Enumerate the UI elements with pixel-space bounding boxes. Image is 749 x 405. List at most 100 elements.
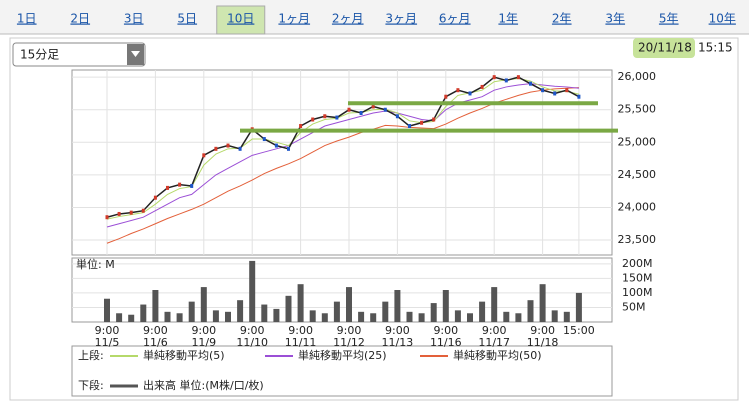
volume-bar bbox=[116, 313, 123, 322]
price-mark bbox=[190, 183, 194, 188]
volume-bar bbox=[285, 295, 292, 322]
price-mark bbox=[383, 107, 387, 112]
legend-label[interactable]: 出来高 単位:(M株/口/枚) bbox=[143, 378, 264, 392]
volume-bar bbox=[297, 284, 304, 322]
price-mark bbox=[105, 215, 109, 220]
volume-bar bbox=[442, 290, 449, 322]
y-tick-label: 26,000 bbox=[618, 70, 657, 83]
y-tick-label: 100M bbox=[622, 286, 653, 299]
tab[interactable]: 5日 bbox=[177, 12, 197, 26]
date: 20/11/18 bbox=[638, 41, 692, 55]
volume-bar bbox=[382, 301, 389, 322]
y-tick-label: 24,000 bbox=[618, 200, 657, 213]
price-mark bbox=[444, 94, 448, 99]
volume-bar bbox=[152, 290, 159, 322]
y-tick-label: 200M bbox=[622, 257, 653, 270]
price-mark bbox=[504, 78, 508, 83]
tab[interactable]: 2ヶ月 bbox=[332, 12, 364, 26]
price-mark bbox=[153, 195, 157, 200]
ma-line bbox=[106, 77, 580, 220]
tab[interactable]: 3日 bbox=[124, 12, 144, 26]
volume-bar bbox=[370, 313, 377, 322]
price-mark bbox=[262, 137, 266, 142]
dropdown-arrow bbox=[131, 51, 140, 57]
price-mark bbox=[178, 182, 182, 187]
tab[interactable]: 2年 bbox=[552, 12, 572, 26]
volume-bar bbox=[358, 311, 365, 322]
active-tab bbox=[216, 5, 266, 35]
tab[interactable]: 3ヶ月 bbox=[385, 12, 417, 26]
tab[interactable]: 1日 bbox=[17, 12, 37, 26]
y-tick-label: 25,000 bbox=[618, 135, 657, 148]
volume-bar bbox=[273, 308, 280, 322]
price-mark bbox=[408, 124, 411, 129]
price-mark bbox=[117, 211, 121, 216]
tab[interactable]: 5年 bbox=[659, 12, 679, 26]
dropdown[interactable] bbox=[12, 42, 146, 67]
dropdown-label[interactable]: 15分足 bbox=[20, 48, 59, 62]
price-mark bbox=[166, 185, 169, 190]
volume-bar bbox=[406, 311, 413, 322]
price-mark bbox=[202, 153, 206, 158]
volume-bar bbox=[212, 310, 219, 322]
volume-bar bbox=[454, 310, 461, 322]
price-mark bbox=[371, 104, 375, 109]
y-tick-label: 25,500 bbox=[618, 103, 657, 116]
price-mark bbox=[311, 117, 315, 122]
x-tick-label: 9:00 bbox=[240, 324, 265, 337]
price-mark bbox=[516, 75, 520, 80]
price-mark bbox=[553, 91, 557, 96]
price-mark bbox=[492, 75, 496, 80]
price-mark bbox=[468, 91, 472, 96]
x-tick-label: 9:00 bbox=[95, 324, 120, 337]
price-mark bbox=[432, 117, 436, 122]
price-mark bbox=[480, 84, 484, 89]
price-mark bbox=[420, 120, 424, 125]
volume-bar bbox=[309, 310, 316, 322]
x-tick-label: 9:00 bbox=[337, 324, 362, 337]
x-date-label: 11/5 bbox=[95, 336, 120, 349]
volume-bar bbox=[551, 310, 558, 322]
tab[interactable]: 1ヶ月 bbox=[278, 12, 310, 26]
volume-plot bbox=[71, 257, 613, 323]
price-mark bbox=[323, 114, 327, 119]
tab-bar bbox=[0, 0, 749, 34]
x-date-label: 11/11 bbox=[285, 336, 317, 349]
y-tick-label: 150M bbox=[622, 271, 653, 284]
x-date-label: 11/13 bbox=[382, 336, 414, 349]
x-date-label: 11/10 bbox=[236, 336, 268, 349]
tab[interactable]: 1年 bbox=[498, 12, 518, 26]
volume-bar bbox=[261, 304, 268, 322]
volume-bar bbox=[394, 290, 401, 322]
price-mark bbox=[238, 146, 242, 151]
volume-bar bbox=[503, 311, 510, 322]
legend-label[interactable]: 単純移動平均(25) bbox=[298, 348, 387, 362]
volume-bar bbox=[200, 287, 207, 322]
volume-bar bbox=[128, 314, 135, 322]
tab[interactable]: 6ヶ月 bbox=[439, 12, 471, 26]
tab[interactable]: 10日 bbox=[227, 12, 254, 26]
x-date-label: 11/12 bbox=[333, 336, 365, 349]
tab[interactable]: 2日 bbox=[70, 12, 90, 26]
tab[interactable]: 10年 bbox=[709, 12, 736, 26]
y-tick-label: 50M bbox=[622, 300, 646, 313]
x-tick-label: 9:00 bbox=[288, 324, 313, 337]
legend-label[interactable]: 単純移動平均(5) bbox=[143, 348, 225, 362]
volume-bar bbox=[563, 311, 570, 322]
price-mark bbox=[129, 210, 133, 215]
x-date-label: 11/9 bbox=[191, 336, 216, 349]
legend-label[interactable]: 単純移動平均(50) bbox=[453, 348, 542, 362]
volume-bar bbox=[491, 287, 498, 322]
volume-bar bbox=[515, 313, 522, 322]
tab[interactable]: 3年 bbox=[605, 12, 625, 26]
date-highlight bbox=[633, 38, 695, 58]
price-mark bbox=[541, 88, 545, 93]
price-mark bbox=[359, 110, 363, 115]
price-mark bbox=[214, 146, 218, 151]
price-mark bbox=[226, 143, 230, 148]
x-date-label: 11/18 bbox=[527, 336, 559, 349]
volume-bar bbox=[418, 313, 425, 322]
ma-line bbox=[106, 83, 579, 228]
x-tick-label: 9:00 bbox=[191, 324, 216, 337]
volume-bar bbox=[164, 311, 171, 322]
